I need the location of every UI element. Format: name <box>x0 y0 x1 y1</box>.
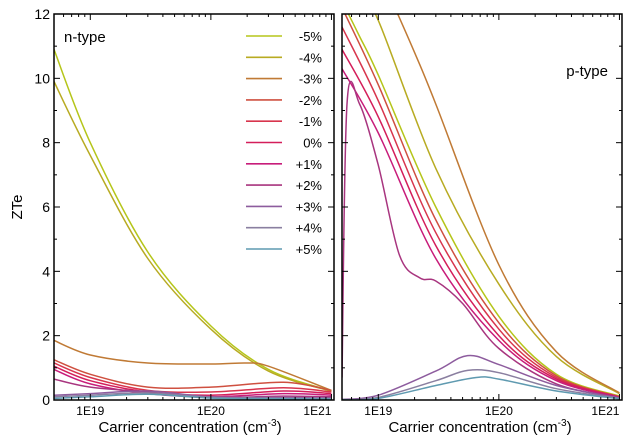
left-y-tick-label: 6 <box>42 199 50 215</box>
left-y-tick-label: 2 <box>42 328 50 344</box>
right-panel-title: p-type <box>566 63 608 80</box>
x-axis-label-left-sup: -3 <box>268 418 277 429</box>
right-series-line <box>344 14 620 398</box>
right-series-line <box>374 14 620 395</box>
left-panel-title: n-type <box>64 29 106 46</box>
right-series-group <box>342 14 620 400</box>
right-series-line <box>342 26 620 398</box>
left-series-line <box>54 81 332 393</box>
x-axis-label-right-text: Carrier concentration (cm <box>388 419 557 436</box>
legend-label: -1% <box>299 114 323 129</box>
x-axis-label-right: Carrier concentration (cm-3) <box>388 418 571 436</box>
right-series-line <box>342 80 620 399</box>
legend-label: +4% <box>296 221 323 236</box>
right-x-tick-label: 1E20 <box>485 404 513 418</box>
legend-label: +3% <box>296 199 323 214</box>
right-series-line <box>347 14 620 397</box>
left-x-tick-label: 1E20 <box>197 404 225 418</box>
left-panel: 1E19 1E20 1E21 0 2 4 6 8 10 12 n-type -5% -4% -3% -2… <box>34 6 335 418</box>
legend-label: +1% <box>296 157 323 172</box>
left-series-group <box>54 49 332 400</box>
right-series-line <box>342 68 620 398</box>
legend-label: +5% <box>296 242 323 257</box>
right-x-tick-label: 1E21 <box>591 404 619 418</box>
right-series-line <box>342 49 620 398</box>
left-series-line <box>54 390 332 399</box>
left-x-tick-label: 1E21 <box>303 404 331 418</box>
left-series-line <box>54 49 332 392</box>
legend-label: 0% <box>303 136 322 151</box>
legend-label: -3% <box>299 72 323 87</box>
legend-label: -5% <box>299 29 323 44</box>
right-series-line <box>396 14 620 394</box>
right-panel: 1E19 1E20 1E21 p-type <box>341 13 623 418</box>
right-x-tick-label: 1E19 <box>364 404 392 418</box>
left-y-tick-label: 8 <box>42 135 50 151</box>
legend: -5% -4% -3% -2% -1% 0% +1% +2% +3% +4% +5% <box>246 29 322 257</box>
left-series-line <box>54 339 332 392</box>
left-series-line <box>54 365 332 396</box>
x-axis-label-right-sup: -3 <box>558 418 567 429</box>
left-series-line <box>54 359 332 392</box>
right-axis-ticks: 1E19 1E20 1E21 <box>341 13 622 418</box>
left-y-tick-label: 10 <box>34 70 50 86</box>
x-axis-label-left-close: ) <box>277 419 282 436</box>
x-axis-label-left-text: Carrier concentration (cm <box>98 419 267 436</box>
x-axis-label-left: Carrier concentration (cm-3) <box>98 418 281 436</box>
legend-label: -4% <box>299 50 323 65</box>
left-y-tick-label: 4 <box>42 263 50 279</box>
left-y-tick-label: 0 <box>42 392 50 408</box>
left-series-line <box>54 362 332 394</box>
legend-label: -2% <box>299 93 323 108</box>
legend-label: +2% <box>296 178 323 193</box>
y-axis-label: ZTe <box>9 194 26 219</box>
left-x-tick-label: 1E19 <box>76 404 104 418</box>
left-series-line <box>54 393 332 400</box>
x-axis-label-right-close: ) <box>567 419 572 436</box>
left-plot-frame <box>53 13 335 401</box>
left-y-tick-label: 12 <box>34 6 50 22</box>
left-axis-ticks: 1E19 1E20 1E21 0 2 4 6 8 10 12 <box>34 6 334 418</box>
